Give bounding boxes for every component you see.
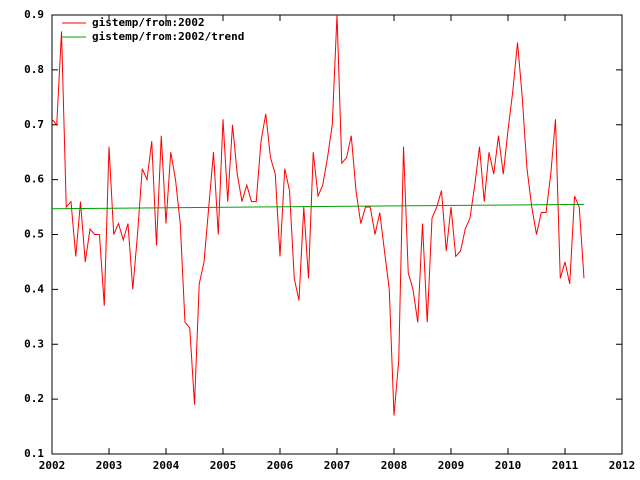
- x-tick-label: 2007: [324, 459, 351, 472]
- legend-label: gistemp/from:2002: [92, 16, 205, 29]
- plot-area: [51, 14, 623, 455]
- y-tick-label: 0.5: [24, 228, 44, 241]
- x-tick-label: 2011: [552, 459, 579, 472]
- x-tick-label: 2003: [96, 459, 123, 472]
- x-tick-label: 2006: [267, 459, 294, 472]
- x-tick-label: 2004: [153, 459, 180, 472]
- y-tick-label: 0.2: [24, 392, 44, 405]
- x-tick-label: 2002: [39, 459, 66, 472]
- y-tick-label: 0.4: [24, 282, 44, 295]
- y-tick-label: 0.6: [24, 173, 44, 186]
- data-line: [51, 14, 585, 416]
- y-tick-label: 0.8: [24, 63, 44, 76]
- y-tick-label: 0.7: [24, 118, 44, 131]
- x-tick-label: 2005: [210, 459, 237, 472]
- y-tick-label: 0.9: [24, 8, 44, 21]
- x-tick-label: 2009: [438, 459, 465, 472]
- legend-label: gistemp/from:2002/trend: [92, 30, 244, 43]
- x-tick-label: 2012: [609, 459, 636, 472]
- data-line: [51, 203, 584, 210]
- x-tick-label: 2010: [495, 459, 522, 472]
- y-tick-label: 0.3: [24, 337, 44, 350]
- x-tick-label: 2008: [381, 459, 408, 472]
- y-tick-label: 0.1: [24, 447, 44, 460]
